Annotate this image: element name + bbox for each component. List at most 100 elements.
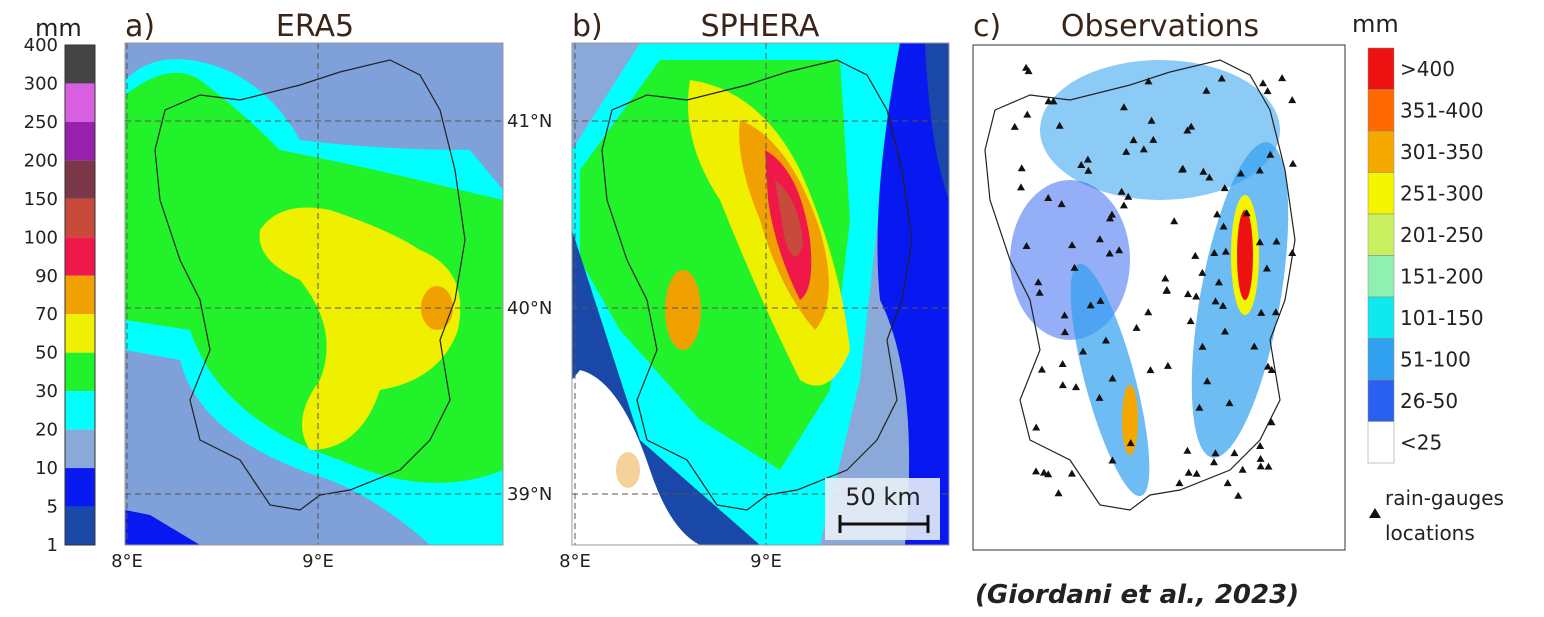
gauge xyxy=(1272,237,1281,245)
gauge xyxy=(1256,462,1265,470)
gauge xyxy=(1101,336,1110,344)
gauge xyxy=(1264,462,1273,470)
gauge xyxy=(1079,347,1088,355)
colorbar-tick: 250 xyxy=(24,112,58,133)
gauge xyxy=(1034,278,1043,286)
gauge xyxy=(1230,449,1239,457)
legend-label: 51-100 xyxy=(1400,348,1471,372)
colorbar-segment xyxy=(65,468,95,507)
gauge xyxy=(1139,145,1148,153)
gauge xyxy=(1162,285,1171,293)
map-b xyxy=(572,43,949,545)
unit: mm xyxy=(1352,10,1399,38)
gauge xyxy=(1271,308,1280,316)
gauge xyxy=(1187,122,1196,130)
scale-bar-label: 50 km xyxy=(845,483,920,511)
colorbar-segment xyxy=(65,275,95,315)
gauge xyxy=(1122,147,1131,155)
gauge xyxy=(1070,263,1079,271)
colorbar-tick: 400 xyxy=(24,35,58,56)
colorbar-segment xyxy=(65,506,95,545)
legend: >400 351-400 301-350 251-300 201-250 151-200 1… xyxy=(1367,47,1484,464)
frame xyxy=(972,44,1346,551)
gauge xyxy=(1163,361,1172,369)
colorbar-tick: 5 xyxy=(47,497,58,518)
gauge xyxy=(1199,167,1208,175)
gauge xyxy=(1198,342,1207,350)
gauge xyxy=(1262,264,1271,272)
legend-label: locations xyxy=(1385,521,1475,545)
legend-swatch xyxy=(1367,130,1395,173)
gauge xyxy=(1210,249,1219,257)
y-tick: 41°N xyxy=(507,111,552,132)
gauge xyxy=(1278,74,1287,82)
legend-swatch xyxy=(1367,379,1395,422)
legend-swatch xyxy=(1367,338,1395,381)
gauge xyxy=(1213,210,1222,218)
gauge xyxy=(1218,301,1227,309)
gauge xyxy=(1147,116,1156,124)
map-c xyxy=(973,45,1345,550)
colorbar-segment xyxy=(65,45,95,84)
gauge xyxy=(1149,135,1158,143)
gauge xyxy=(1223,479,1232,487)
legend-label: 301-350 xyxy=(1400,140,1484,164)
gauge xyxy=(1095,235,1104,243)
gauge xyxy=(1255,166,1264,174)
gauge xyxy=(1096,296,1105,304)
gauge xyxy=(1183,126,1192,134)
gauge xyxy=(1255,238,1264,246)
gauge xyxy=(1126,439,1135,447)
gauge xyxy=(1071,383,1080,391)
panel-title: SPHERA xyxy=(701,9,820,44)
gauge xyxy=(1221,247,1230,255)
colorbar-segment xyxy=(65,352,95,392)
legend-swatch xyxy=(1367,213,1395,256)
x-tick: 8°E xyxy=(111,551,143,572)
gauge xyxy=(1044,193,1053,201)
gauge xyxy=(1209,458,1218,466)
gauge xyxy=(1024,67,1033,75)
legend-label: 26-50 xyxy=(1400,389,1458,413)
gauge xyxy=(1054,489,1063,497)
gauge xyxy=(1242,209,1251,217)
gauge xyxy=(1124,192,1133,200)
gauge xyxy=(1058,381,1067,389)
gauge xyxy=(1023,110,1032,118)
colorbar-tick: 90 xyxy=(35,266,58,287)
x-tick: 9°E xyxy=(750,551,782,572)
x-tick: 8°E xyxy=(559,551,591,572)
map-a xyxy=(125,43,503,545)
colorbar-tick: 30 xyxy=(35,381,58,402)
gauge xyxy=(1198,268,1207,276)
gauge xyxy=(1288,96,1297,104)
colorbar-tick: 300 xyxy=(24,73,58,94)
gauge xyxy=(1146,366,1155,374)
legend-swatch xyxy=(1367,255,1395,298)
legend-label: 151-200 xyxy=(1400,265,1484,289)
frame xyxy=(124,42,504,546)
gauge xyxy=(1057,200,1066,208)
gauge xyxy=(1144,308,1153,316)
gauge xyxy=(1039,468,1048,476)
gauge xyxy=(1178,164,1187,172)
gauge xyxy=(1256,442,1265,450)
colorbar-segment xyxy=(65,314,95,353)
gauge xyxy=(1263,87,1272,95)
legend-label: 201-250 xyxy=(1400,223,1484,247)
gauge xyxy=(1119,201,1128,209)
gauge xyxy=(1220,327,1229,335)
gauge xyxy=(1108,456,1117,464)
gauge xyxy=(1119,103,1128,111)
gauge xyxy=(1086,301,1095,309)
gauge xyxy=(1191,251,1200,259)
gauge xyxy=(1220,184,1229,192)
colorbar-tick: 100 xyxy=(24,227,58,248)
legend-label: <25 xyxy=(1400,431,1442,455)
gauge xyxy=(1234,491,1243,499)
gauge xyxy=(1258,79,1267,87)
legend-swatch xyxy=(1367,172,1395,215)
scale-bar xyxy=(838,515,930,533)
gauge xyxy=(1186,317,1195,325)
panel-label: c) xyxy=(973,9,1001,44)
